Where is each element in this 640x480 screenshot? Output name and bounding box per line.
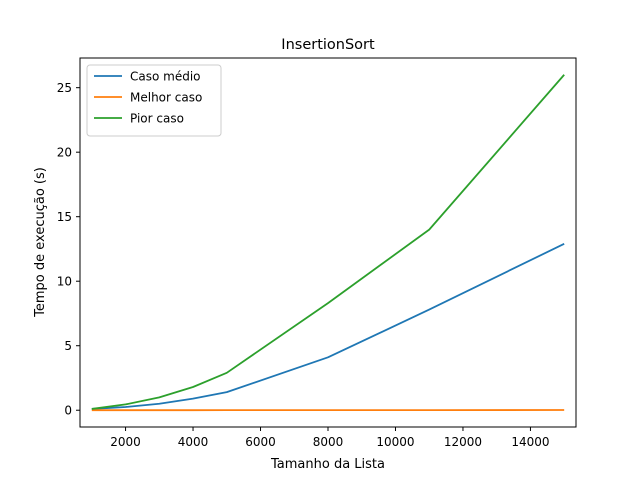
series-line-caso-medio: [91, 242, 565, 410]
legend-label: Pior caso: [130, 112, 184, 126]
y-tick-label: 0: [64, 404, 72, 418]
x-tick-label: 10000: [376, 435, 414, 449]
x-tick-label: 8000: [313, 435, 344, 449]
x-tick-label: 12000: [444, 435, 482, 449]
y-tick-label: 20: [57, 146, 72, 160]
y-tick-label: 25: [57, 81, 72, 95]
x-tick-label: 14000: [511, 435, 549, 449]
legend-label: Melhor caso: [130, 91, 202, 105]
y-tick-label: 10: [57, 275, 72, 289]
chart-title: InsertionSort: [281, 37, 375, 53]
y-tick-label: 5: [64, 339, 72, 353]
x-axis-label: Tamanho da Lista: [270, 457, 385, 472]
legend: Caso médio Melhor caso Pior caso: [86, 64, 222, 137]
y-axis: 0 5 10 15 20 25: [57, 81, 80, 418]
legend-label: Caso médio: [130, 70, 201, 84]
y-axis-label: Tempo de execução (s): [33, 167, 48, 318]
x-tick-label: 4000: [178, 435, 209, 449]
x-tick-label: 6000: [245, 435, 276, 449]
x-axis: 2000 4000 6000 8000 10000 12000 14000: [110, 427, 550, 449]
y-tick-label: 15: [57, 210, 72, 224]
plot-area: [91, 74, 565, 412]
series-line-pior-caso: [91, 74, 565, 410]
x-tick-label: 2000: [110, 435, 141, 449]
